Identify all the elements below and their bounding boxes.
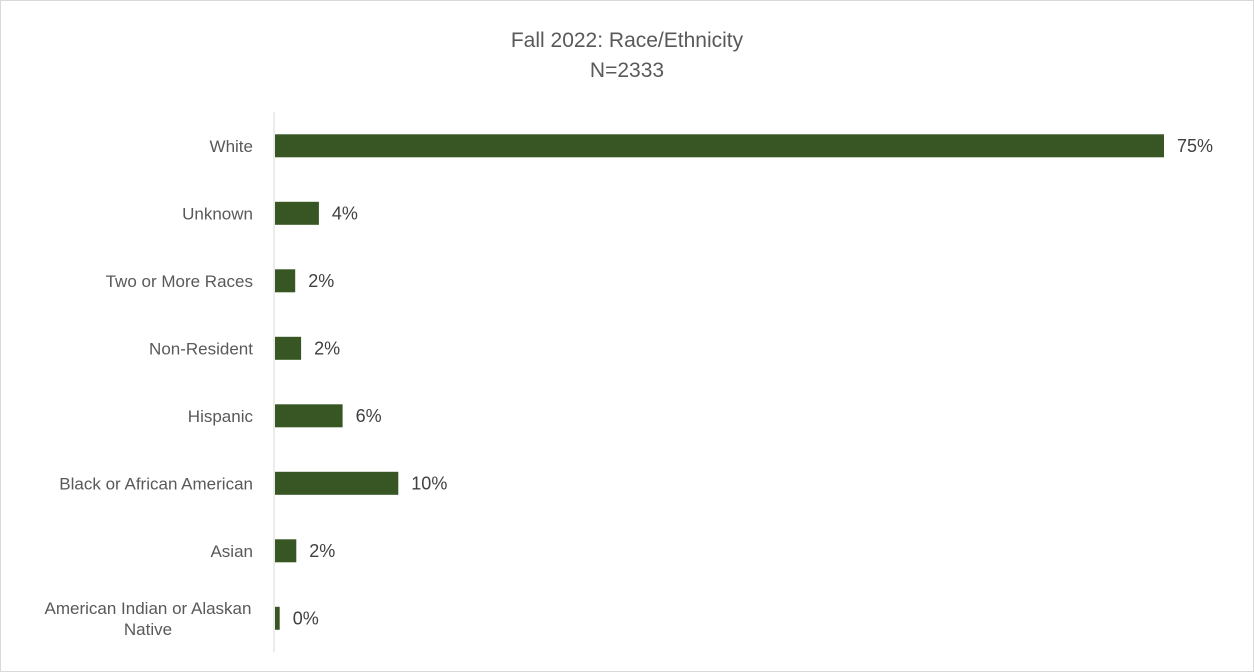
bar-asian <box>275 539 297 563</box>
data-label: 4% <box>332 203 358 223</box>
chart-subtitle: N=2333 <box>589 59 665 82</box>
category-label: Non-Resident <box>149 339 253 358</box>
data-label: 2% <box>308 271 334 291</box>
category-label: White <box>210 137 253 156</box>
data-label: 6% <box>356 406 382 426</box>
bar-hispanic <box>275 404 343 428</box>
category-label: American Indian or Alaskan Native <box>45 599 252 639</box>
category-label: Asian <box>210 542 253 561</box>
bar-non-resident <box>275 336 302 360</box>
data-label: 10% <box>411 473 447 493</box>
category-label: Unknown <box>182 204 253 223</box>
category-label: Hispanic <box>188 407 254 426</box>
bar-two-or-more-races <box>275 269 296 293</box>
bar-black-or-african-american <box>275 471 399 495</box>
chart-title: Fall 2022: Race/Ethnicity <box>510 29 744 52</box>
category-label: Black or African American <box>59 474 253 493</box>
data-label: 2% <box>314 338 340 358</box>
bar-unknown <box>275 201 319 225</box>
bar-white <box>275 134 1164 158</box>
data-label: 0% <box>293 608 319 628</box>
data-label: 2% <box>309 541 335 561</box>
category-label: Two or More Races <box>106 272 253 291</box>
bar-american-indian-or-alaskan-native <box>275 606 280 630</box>
data-label: 75% <box>1177 136 1213 156</box>
